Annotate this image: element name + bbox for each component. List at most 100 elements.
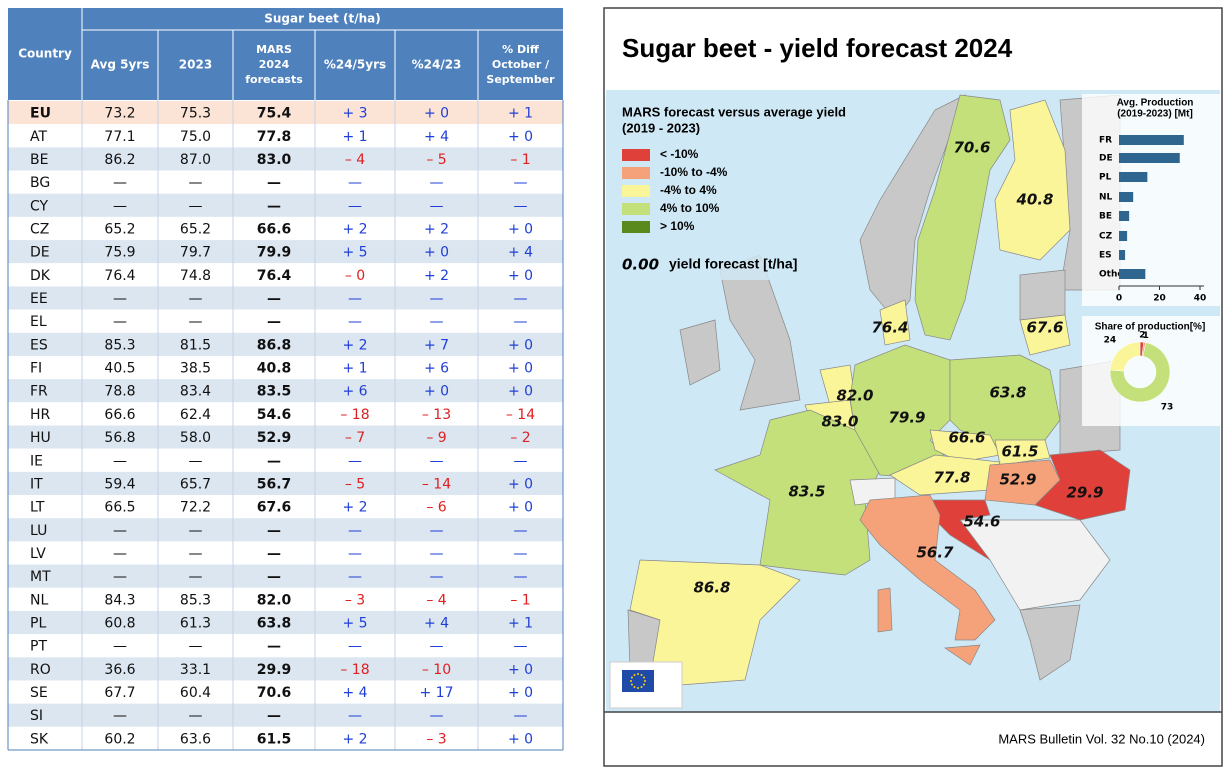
table-cell: 78.8 (104, 384, 135, 400)
legend-label: < -10% (660, 147, 699, 161)
table-cell: — (267, 546, 281, 562)
table-row (8, 216, 563, 241)
x-tick-label: 20 (1153, 294, 1166, 304)
table-cell: 65.2 (180, 221, 211, 237)
table-cell: — (348, 639, 362, 655)
table-cell: SE (30, 685, 48, 701)
bar-category: BE (1099, 212, 1112, 222)
legend-swatch (622, 221, 650, 233)
table-cell: SI (30, 708, 43, 724)
eu-star (637, 687, 639, 689)
legend-swatch (622, 185, 650, 197)
table-cell: 79.9 (257, 245, 292, 261)
column-header: MARS (256, 43, 292, 56)
table-cell: + 2 (424, 268, 449, 284)
yield-label: 66.6 (948, 429, 985, 447)
table-cell: AT (30, 129, 47, 145)
table-cell: – 3 (426, 731, 446, 747)
table-cell: — (267, 314, 281, 330)
table-cell: 84.3 (104, 592, 135, 608)
table-cell: 75.4 (257, 106, 292, 122)
column-header: October / (492, 58, 550, 71)
table-cell: 56.8 (104, 430, 135, 446)
table-cell: 52.9 (257, 430, 292, 446)
table-row (8, 610, 563, 635)
table-cell: — (348, 175, 362, 191)
table-cell: — (267, 523, 281, 539)
table-cell: PT (30, 639, 47, 655)
table-cell: 79.7 (180, 245, 211, 261)
table-cell: 67.7 (104, 685, 135, 701)
table-cell: – 9 (426, 430, 446, 446)
table-cell: — (430, 198, 444, 214)
eu-star (640, 686, 643, 689)
table-cell: CY (30, 198, 49, 214)
country-shape (914, 94, 1011, 341)
table-row (8, 193, 563, 217)
table-cell: – 10 (422, 662, 451, 678)
table-cell: + 0 (508, 361, 533, 377)
table-cell: — (113, 175, 127, 191)
table-cell: + 4 (508, 245, 533, 261)
bar-category: DE (1099, 154, 1113, 164)
table-row (8, 726, 563, 750)
eu-flag (622, 670, 654, 692)
table-cell: — (514, 198, 528, 214)
table-cell: — (514, 569, 528, 585)
table-cell: + 3 (342, 106, 367, 122)
table-cell: 76.4 (104, 268, 135, 284)
table-cell: PL (30, 616, 46, 632)
eu-star (640, 673, 643, 676)
yield-label: 67.6 (1026, 319, 1063, 337)
table-cell: + 2 (342, 221, 367, 237)
eu-star (630, 676, 633, 679)
table-row (8, 634, 563, 658)
table-cell: – 5 (345, 476, 365, 492)
legend-label: -10% to -4% (660, 165, 728, 179)
bar-category: ES (1099, 251, 1112, 261)
table-cell: — (113, 569, 127, 585)
table-row (8, 495, 563, 519)
legend-bg (612, 100, 842, 280)
legend-label: -4% to 4% (660, 183, 717, 197)
column-header: 2024 (259, 58, 290, 71)
table-row (8, 518, 563, 542)
eu-star (637, 673, 639, 675)
table-cell: + 1 (342, 361, 367, 377)
table-cell: — (189, 708, 203, 724)
table-cell: 87.0 (180, 152, 211, 168)
table-cell: CZ (30, 221, 49, 237)
table-row (8, 332, 563, 356)
table-cell: 36.6 (104, 662, 135, 678)
bar-category: CZ (1099, 232, 1113, 242)
table-cell: — (430, 546, 444, 562)
table-cell: — (430, 523, 444, 539)
table-cell: 38.5 (180, 361, 211, 377)
table-cell: — (514, 708, 528, 724)
table-cell: – 1 (510, 152, 530, 168)
donut-bg (1082, 316, 1220, 426)
table-cell: — (113, 314, 127, 330)
table-cell: + 4 (424, 616, 449, 632)
yield-label: 86.8 (693, 579, 730, 597)
table-cell: – 5 (426, 152, 446, 168)
table-row (8, 379, 563, 403)
table-cell: LV (30, 546, 46, 562)
table-cell: SK (30, 731, 49, 747)
table-cell: — (267, 198, 281, 214)
table-cell: — (514, 314, 528, 330)
table-row (8, 124, 563, 148)
table-row (8, 286, 563, 310)
table-cell: 75.3 (180, 106, 211, 122)
table-cell: 59.4 (104, 476, 135, 492)
table-cell: — (189, 291, 203, 307)
table-cell: HR (30, 407, 51, 423)
table-cell: – 0 (345, 268, 365, 284)
note-value: 0.00 (622, 256, 659, 274)
yield-label: 77.8 (933, 469, 970, 487)
table-cell: + 1 (508, 106, 533, 122)
yield-label: 63.8 (989, 384, 1026, 402)
country-shape (943, 644, 981, 666)
table-cell: + 0 (508, 129, 533, 145)
